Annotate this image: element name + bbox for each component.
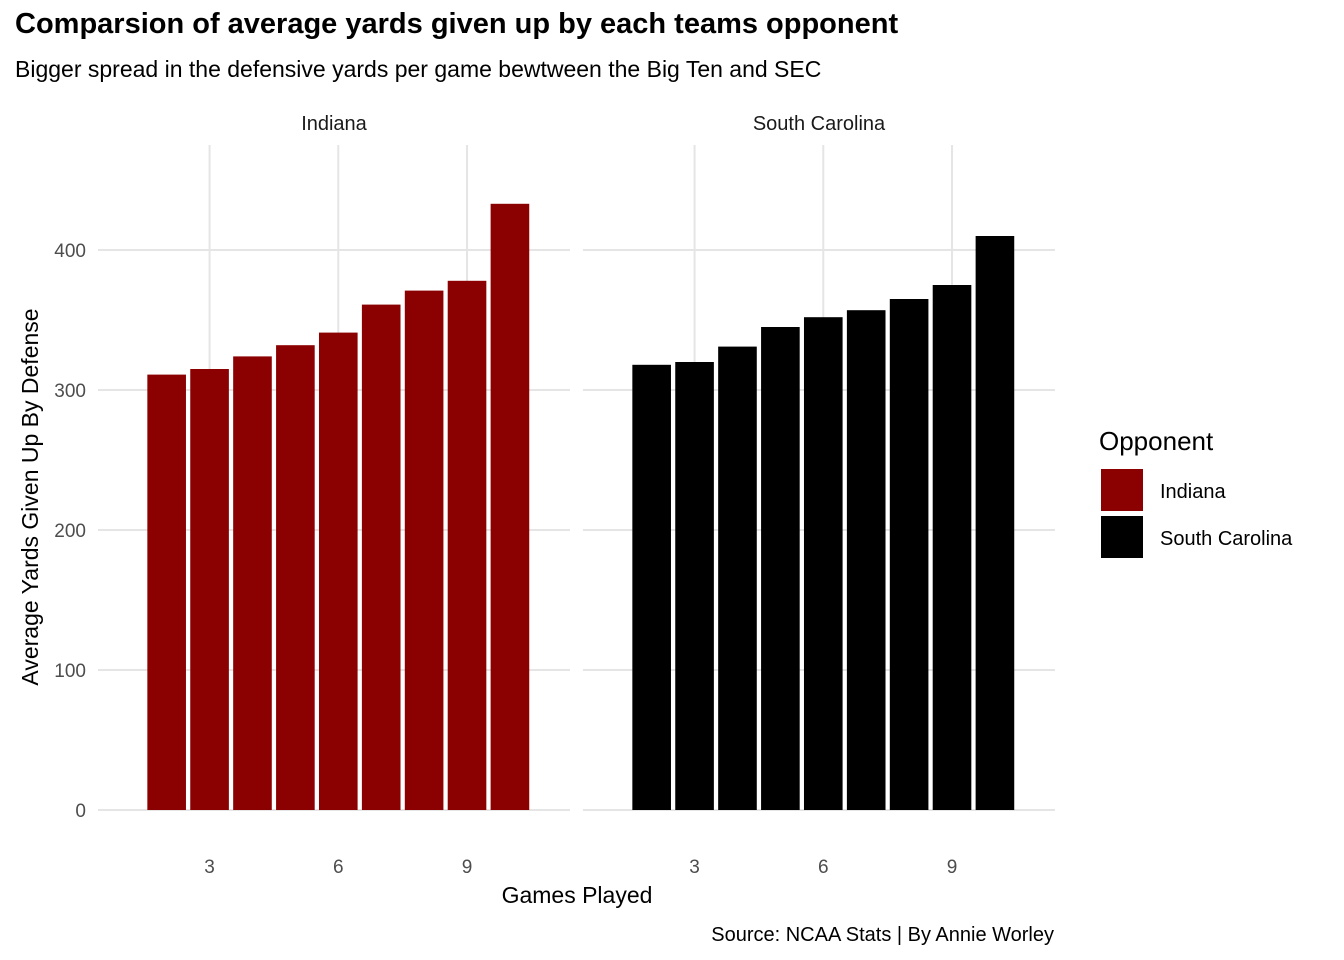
legend-label: Indiana xyxy=(1160,481,1226,503)
legend-title: Opponent xyxy=(1099,426,1214,456)
legend-key xyxy=(1101,469,1143,511)
y-tick-label: 100 xyxy=(54,661,86,682)
panels-layer: Indiana 3 6 9 South Carolina 3 6 9 0 100 200 300 400 xyxy=(54,113,1055,878)
y-tick-label: 400 xyxy=(54,241,86,262)
y-tick-label: 200 xyxy=(54,521,86,542)
bar xyxy=(233,356,272,810)
bar xyxy=(490,203,530,811)
bar xyxy=(803,317,843,810)
y-axis-title: Average Yards Given Up By Defense xyxy=(17,308,43,685)
x-tick-label: 9 xyxy=(462,857,473,878)
bar xyxy=(190,369,229,810)
legend-label: South Carolina xyxy=(1160,528,1293,550)
x-tick-label: 6 xyxy=(333,857,344,878)
legend: Opponent Indiana South Carolina xyxy=(1099,426,1293,558)
facet-strip-label: Indiana xyxy=(301,113,367,135)
y-tick-label: 0 xyxy=(75,801,86,822)
x-tick-label: 3 xyxy=(689,857,700,878)
facet-strip-label: South Carolina xyxy=(753,113,886,135)
bar xyxy=(975,236,1015,810)
bar xyxy=(632,364,671,810)
y-tick-label: 300 xyxy=(54,381,86,402)
bar xyxy=(718,346,757,810)
legend-key xyxy=(1101,516,1143,558)
chart-subtitle: Bigger spread in the defensive yards per… xyxy=(15,56,822,82)
chart-title: Comparsion of average yards given up by … xyxy=(15,8,899,40)
bar xyxy=(846,310,886,810)
bar xyxy=(447,280,487,810)
x-axis-title: Games Played xyxy=(502,882,653,908)
bar xyxy=(932,285,972,810)
panel-south-carolina: South Carolina 3 6 9 xyxy=(583,113,1055,878)
bar xyxy=(276,345,315,810)
bar xyxy=(761,327,800,810)
chart-caption: Source: NCAA Stats | By Annie Worley xyxy=(711,924,1054,946)
bar xyxy=(318,332,358,810)
bar xyxy=(361,304,401,810)
x-tick-label: 6 xyxy=(818,857,829,878)
x-tick-label: 3 xyxy=(204,857,215,878)
bar xyxy=(675,362,714,810)
bar xyxy=(404,290,444,811)
bar xyxy=(889,299,929,810)
x-tick-label: 9 xyxy=(947,857,958,878)
bar xyxy=(147,374,186,810)
panel-indiana: Indiana 3 6 9 xyxy=(98,113,570,878)
